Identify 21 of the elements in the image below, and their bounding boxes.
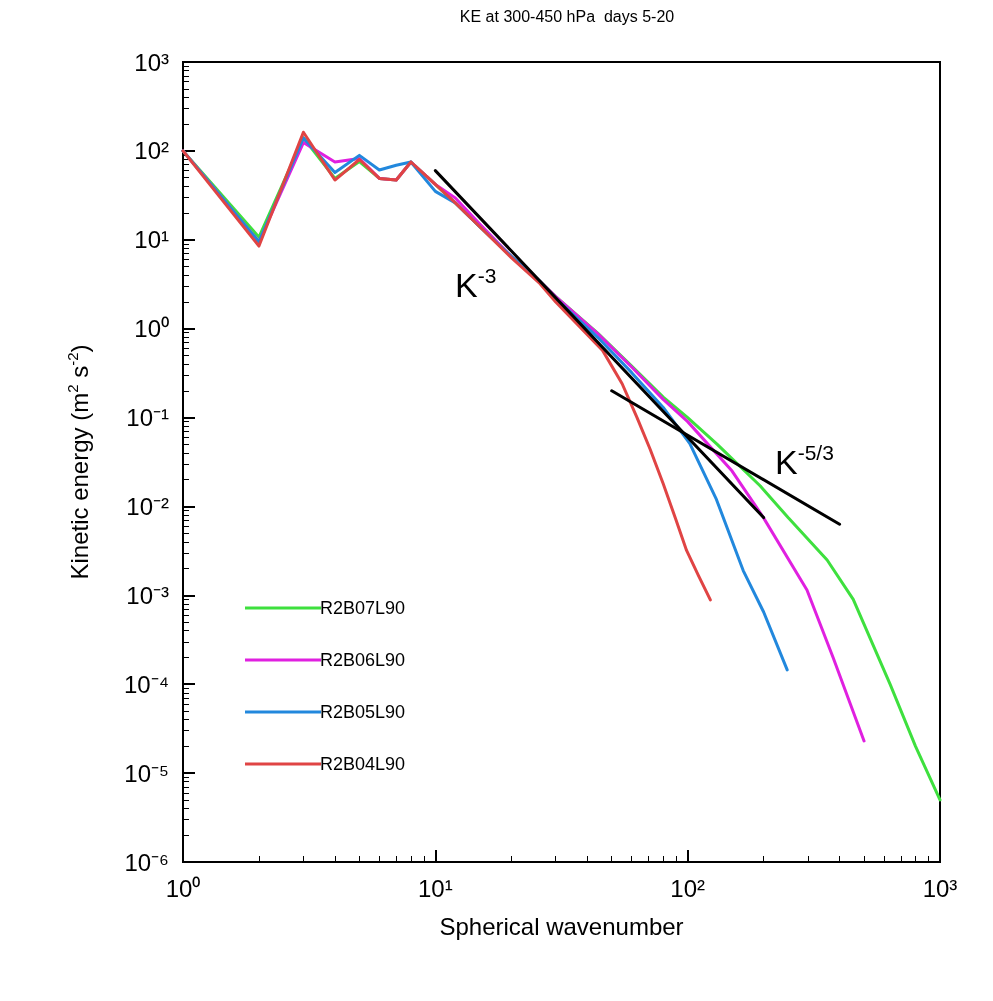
- x-tick-label: 10³: [922, 874, 958, 902]
- x-tick-label: 10⁰: [165, 874, 201, 902]
- y-tick-label: 10³: [134, 48, 170, 76]
- legend-label: R2B07L90: [320, 598, 406, 618]
- y-tick-label: 10⁻⁴: [123, 670, 169, 698]
- x-axis-title: Spherical wavenumber: [439, 912, 684, 940]
- y-tick-label: 10⁻⁶: [124, 848, 169, 876]
- y-axis-title: Kinetic energy (m2 s-2): [64, 344, 93, 580]
- x-tick-label: 10¹: [417, 874, 453, 902]
- legend-label: R2B05L90: [320, 702, 406, 722]
- x-tick-label: 10²: [670, 874, 706, 902]
- legend-label: R2B06L90: [320, 650, 406, 670]
- y-tick-label: 10¹: [134, 226, 170, 254]
- chart-title: KE at 300-450 hPa days 5-20: [459, 7, 675, 25]
- y-tick-label: 10⁻¹: [126, 404, 170, 432]
- y-tick-label: 10⁰: [134, 315, 169, 343]
- legend-label: R2B04L90: [320, 754, 406, 774]
- y-tick-label: 10⁻²: [126, 492, 170, 520]
- y-tick-label: 10⁻³: [126, 581, 170, 609]
- y-tick-label: 10⁻⁵: [124, 759, 169, 787]
- y-tick-label: 10²: [134, 137, 170, 165]
